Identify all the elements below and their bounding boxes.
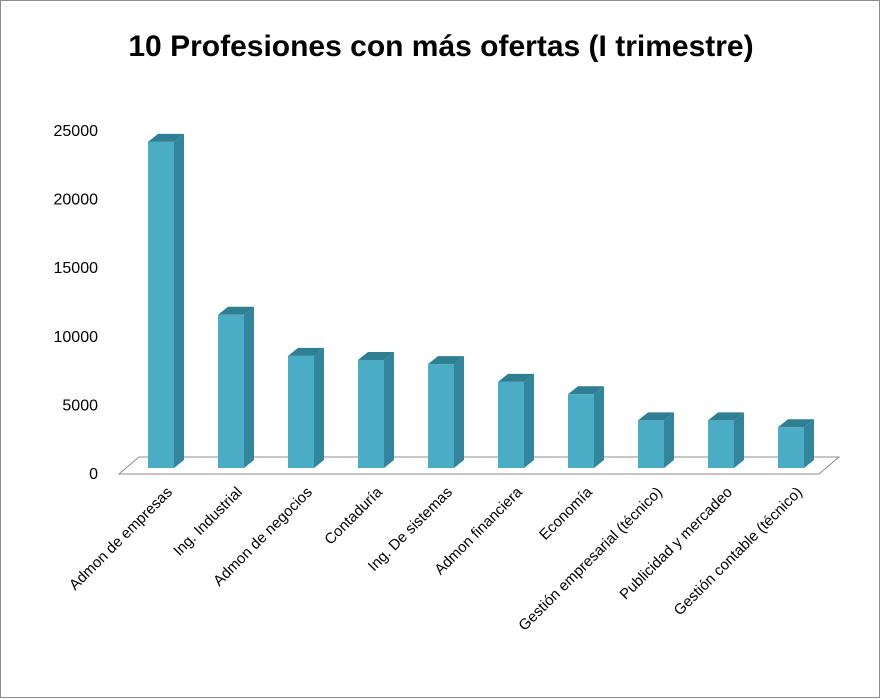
bar	[358, 351, 394, 468]
bar-side	[244, 306, 254, 468]
bar-top	[148, 133, 184, 142]
bar-top	[358, 351, 394, 360]
bar-top	[568, 386, 604, 395]
bar	[498, 373, 534, 468]
bar	[778, 419, 814, 468]
bar-side	[804, 419, 814, 468]
x-tick-label: Contaduría	[321, 483, 386, 548]
bar	[568, 386, 604, 468]
x-tick-label: Admon de empresas	[66, 484, 176, 594]
bar-front	[708, 420, 734, 468]
x-tick-label: Publicidad y mercadeo	[616, 484, 735, 603]
bar-top	[428, 356, 464, 365]
y-tick-label: 20000	[54, 192, 99, 209]
bar-top	[288, 347, 324, 356]
bar-top	[638, 412, 674, 421]
bar-side	[594, 386, 604, 468]
bar-front	[148, 141, 174, 468]
bar-side	[454, 356, 464, 468]
bar	[638, 412, 674, 468]
bar-front	[498, 381, 524, 468]
y-tick-labels: 0 5000 10000 15000 20000 25000	[54, 123, 99, 483]
bar-top	[498, 373, 534, 382]
y-tick-label: 25000	[54, 123, 99, 140]
bar	[218, 306, 254, 468]
y-tick-label: 10000	[54, 329, 99, 346]
axes	[117, 456, 841, 475]
x-tick-label: Gestión empresarial (técnico)	[515, 484, 666, 635]
x-tick-label: Economía	[536, 483, 596, 543]
bar-front	[428, 364, 454, 468]
bar	[148, 133, 184, 468]
y-tick-label: 15000	[54, 260, 99, 277]
y-tick-label: 5000	[62, 397, 98, 414]
bar-top	[708, 412, 744, 421]
bar-front	[288, 355, 314, 468]
bars	[148, 133, 814, 468]
bar-front	[358, 359, 384, 468]
bar-side	[384, 351, 394, 468]
bar	[708, 412, 744, 468]
x-tick-label: Ing. Industrial	[170, 484, 246, 560]
bar-front	[778, 427, 804, 468]
y-tick-label: 0	[89, 466, 98, 483]
bar-top	[218, 306, 254, 315]
bar-side	[734, 412, 744, 468]
chart-title: 10 Profesiones con más ofertas (I trimes…	[128, 30, 753, 63]
bar-front	[568, 394, 594, 468]
bar-side	[664, 412, 674, 468]
bar	[428, 356, 464, 468]
bar-front	[638, 420, 664, 468]
bar-top	[778, 419, 814, 428]
bar	[288, 347, 324, 468]
bar-front	[218, 314, 244, 468]
floor-plane	[117, 456, 841, 475]
bar-side	[314, 347, 324, 468]
x-tick-label: Gestión contable (técnico)	[671, 484, 806, 619]
bar-side	[524, 373, 534, 468]
bar-side	[174, 133, 184, 468]
